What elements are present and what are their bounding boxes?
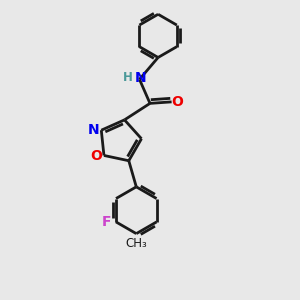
Text: CH₃: CH₃ xyxy=(125,237,147,250)
Text: F: F xyxy=(102,215,111,229)
Text: O: O xyxy=(172,95,184,109)
Text: N: N xyxy=(134,71,146,85)
Text: O: O xyxy=(91,149,102,163)
Text: H: H xyxy=(123,71,133,84)
Text: N: N xyxy=(88,123,100,136)
